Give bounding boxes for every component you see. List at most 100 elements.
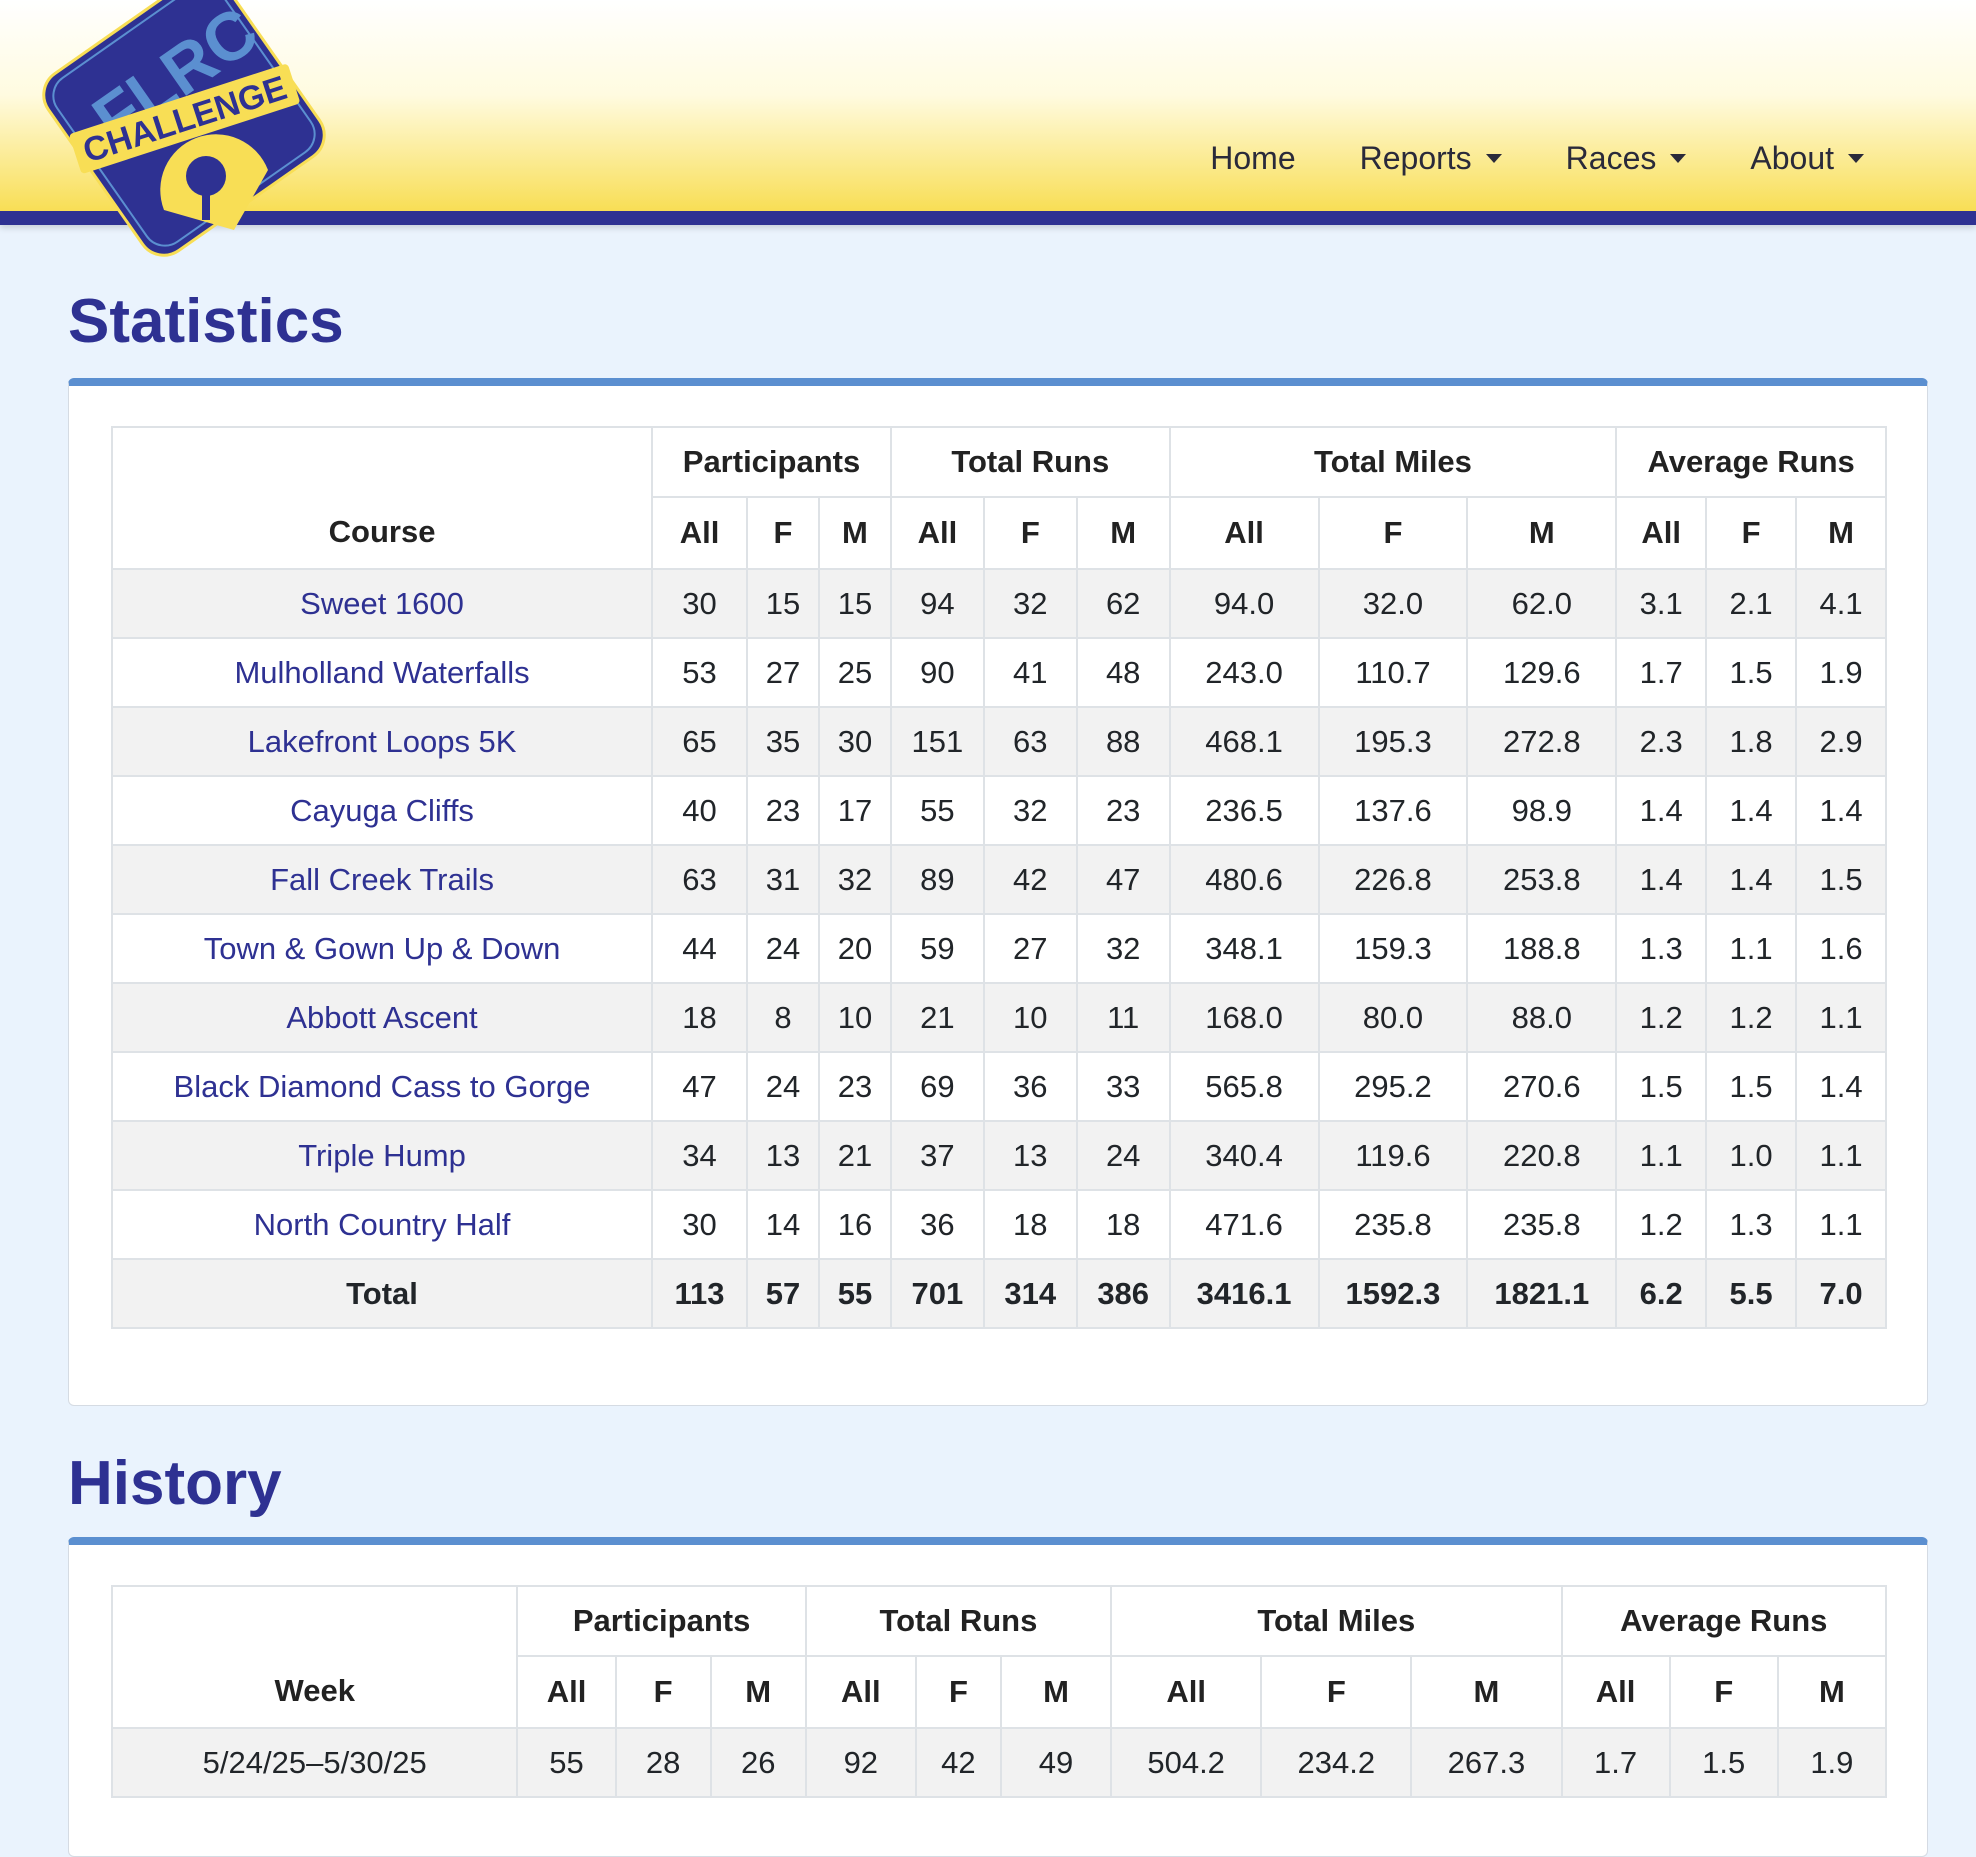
sub-header-cell: F	[1668, 1655, 1779, 1729]
value-cell: 26	[709, 1727, 807, 1798]
course-link[interactable]: Cayuga Cliffs	[290, 792, 474, 828]
caret-down-icon	[1670, 154, 1687, 163]
history-body: 5/24/25–5/30/25 55 28 26 92 42 49 504.2 234.2 267…	[110, 1727, 1888, 1798]
course-link[interactable]: Abbott Ascent	[286, 999, 478, 1035]
main-nav: Home Reports Races About	[1178, 140, 1896, 177]
value-cell: 1.0	[1705, 1120, 1798, 1191]
course-link[interactable]: North Country Half	[253, 1206, 511, 1242]
value-cell: 18	[651, 982, 749, 1053]
value-cell: 69	[889, 1051, 985, 1122]
table-row: North Country Half 30 14 16 36 18 18 471.6 235.8…	[110, 1189, 1887, 1260]
course-link[interactable]: Lakefront Loops 5K	[247, 723, 517, 759]
course-link[interactable]: Mulholland Waterfalls	[234, 654, 530, 690]
total-value-cell: 701	[889, 1258, 985, 1329]
value-cell: 80.0	[1317, 982, 1469, 1053]
value-cell: 27	[982, 913, 1078, 984]
sub-header-cell: M	[999, 1655, 1113, 1729]
table-row: Sweet 1600 30 15 15 94 32 62 94.0 32.0 62.0 3.1 2.1…	[110, 568, 1887, 639]
total-miles-group-header: Total Miles	[1110, 1585, 1563, 1657]
value-cell: 94	[889, 568, 985, 639]
value-cell: 21	[817, 1120, 892, 1191]
value-cell: 65	[651, 706, 749, 777]
nav-reports-dropdown[interactable]: Reports	[1328, 140, 1534, 177]
value-cell: 62	[1075, 568, 1171, 639]
value-cell: 1.5	[1615, 1051, 1708, 1122]
average-runs-group-header: Average Runs	[1615, 426, 1887, 498]
value-cell: 13	[746, 1120, 820, 1191]
sub-header-cell: M	[1776, 1655, 1888, 1729]
value-cell: 1.6	[1795, 913, 1887, 984]
total-label-cell: Total	[110, 1258, 654, 1329]
value-cell: 30	[651, 568, 749, 639]
value-cell: 88.0	[1466, 982, 1618, 1053]
value-cell: 48	[1075, 637, 1171, 708]
nav-about-dropdown[interactable]: About	[1718, 140, 1896, 177]
nav-home-label: Home	[1210, 140, 1296, 176]
value-cell: 1.4	[1795, 775, 1887, 846]
statistics-total-row: Total 113 57 55 701 314 386 3416.1 1592.3 1821.1 6…	[110, 1258, 1887, 1329]
flrc-challenge-logo[interactable]: FLRC CHALLENGE	[34, 0, 334, 270]
total-runs-group-header: Total Runs	[804, 1585, 1113, 1657]
total-value-cell: 57	[746, 1258, 820, 1329]
value-cell: 13	[982, 1120, 1078, 1191]
nav-races-dropdown[interactable]: Races	[1534, 140, 1719, 177]
value-cell: 137.6	[1317, 775, 1469, 846]
value-cell: 2.3	[1615, 706, 1708, 777]
course-link[interactable]: Sweet 1600	[300, 585, 464, 621]
value-cell: 235.8	[1466, 1189, 1618, 1260]
value-cell: 1.4	[1615, 775, 1708, 846]
value-cell: 1.1	[1615, 1120, 1708, 1191]
value-cell: 47	[651, 1051, 749, 1122]
value-cell: 110.7	[1317, 637, 1469, 708]
table-row: Lakefront Loops 5K 65 35 30 151 63 88 468.1 195.…	[110, 706, 1887, 777]
value-cell: 23	[817, 1051, 892, 1122]
value-cell: 1.2	[1705, 982, 1798, 1053]
sub-header-cell: F	[1260, 1655, 1413, 1729]
value-cell: 1.1	[1795, 982, 1887, 1053]
value-cell: 20	[817, 913, 892, 984]
value-cell: 4.1	[1795, 568, 1887, 639]
value-cell: 49	[999, 1727, 1113, 1798]
table-row: Town & Gown Up & Down 44 24 20 59 27 32 348.1 15…	[110, 913, 1887, 984]
value-cell: 63	[982, 706, 1078, 777]
sub-header-cell: F	[1705, 496, 1798, 570]
value-cell: 10	[817, 982, 892, 1053]
value-cell: 25	[817, 637, 892, 708]
value-cell: 1.1	[1795, 1189, 1887, 1260]
sub-header-cell: M	[1075, 496, 1171, 570]
value-cell: 480.6	[1168, 844, 1320, 915]
course-link[interactable]: Town & Gown Up & Down	[203, 930, 561, 966]
sub-header-cell: F	[1317, 496, 1469, 570]
value-cell: 234.2	[1260, 1727, 1413, 1798]
statistics-body: Sweet 1600 30 15 15 94 32 62 94.0 32.0 62.0 3.1 2.1…	[110, 568, 1887, 1260]
value-cell: 23	[1075, 775, 1171, 846]
course-link[interactable]: Black Diamond Cass to Gorge	[173, 1068, 591, 1104]
value-cell: 188.8	[1466, 913, 1618, 984]
value-cell: 59	[889, 913, 985, 984]
value-cell: 28	[614, 1727, 712, 1798]
value-cell: 40	[651, 775, 749, 846]
value-cell: 1.2	[1615, 1189, 1708, 1260]
value-cell: 1.5	[1705, 1051, 1798, 1122]
value-cell: 31	[746, 844, 820, 915]
table-row: Triple Hump 34 13 21 37 13 24 340.4 119.6 220.8 1.…	[110, 1120, 1887, 1191]
sub-header-cell: All	[1560, 1655, 1671, 1729]
course-link[interactable]: Fall Creek Trails	[270, 861, 494, 897]
value-cell: 53	[651, 637, 749, 708]
value-cell: 2.1	[1705, 568, 1798, 639]
value-cell: 270.6	[1466, 1051, 1618, 1122]
course-link[interactable]: Triple Hump	[298, 1137, 466, 1173]
value-cell: 41	[982, 637, 1078, 708]
value-cell: 37	[889, 1120, 985, 1191]
value-cell: 1.8	[1705, 706, 1798, 777]
table-row: 5/24/25–5/30/25 55 28 26 92 42 49 504.2 234.2 267…	[110, 1727, 1888, 1798]
sub-header-cell: F	[982, 496, 1078, 570]
value-cell: 295.2	[1317, 1051, 1469, 1122]
caret-down-icon	[1848, 154, 1864, 163]
value-cell: 2.9	[1795, 706, 1887, 777]
course-cell: Abbott Ascent	[110, 982, 654, 1053]
course-cell: Lakefront Loops 5K	[110, 706, 654, 777]
table-row: Cayuga Cliffs 40 23 17 55 32 23 236.5 137.6 98.9 1…	[110, 775, 1887, 846]
nav-home[interactable]: Home	[1178, 140, 1327, 177]
value-cell: 15	[746, 568, 820, 639]
